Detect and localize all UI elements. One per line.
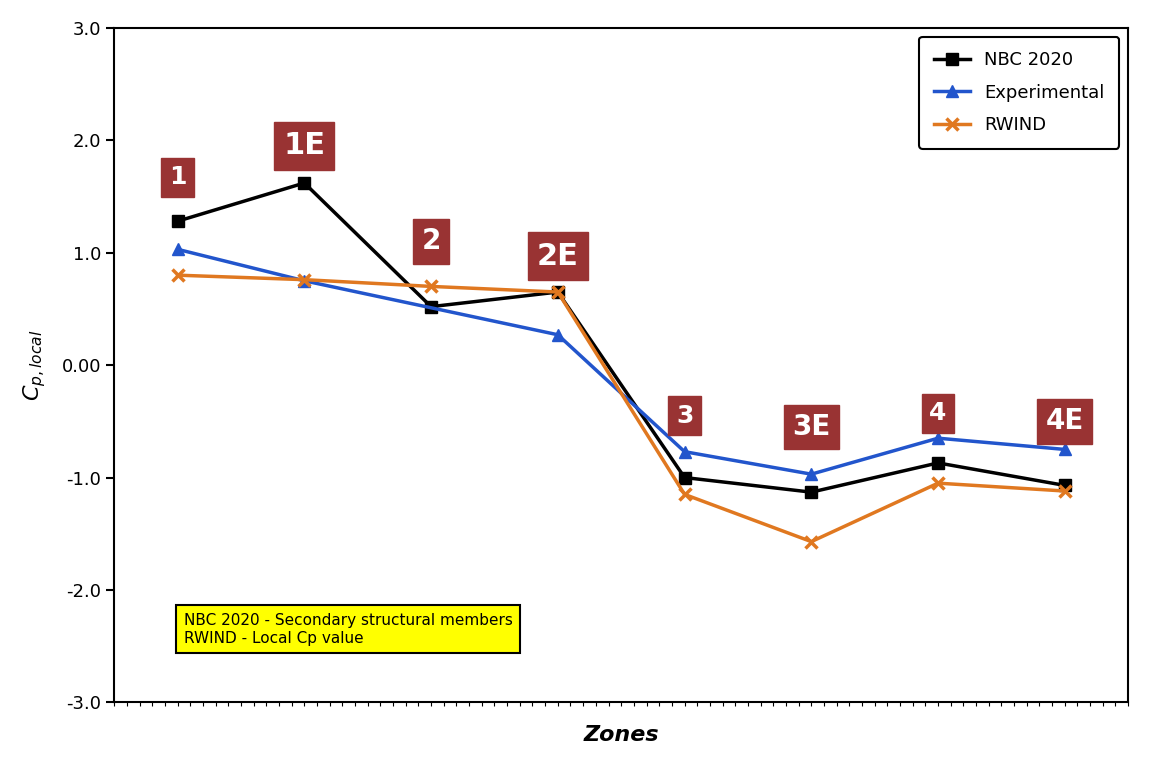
Experimental	[171, 244, 185, 254]
NBC 2020	[931, 458, 944, 467]
Line: Experimental: Experimental	[171, 243, 1071, 480]
RWIND	[424, 282, 438, 291]
Experimental	[298, 277, 311, 286]
Text: 4E: 4E	[1046, 408, 1084, 435]
NBC 2020	[298, 178, 311, 188]
NBC 2020	[678, 473, 692, 482]
NBC 2020	[1058, 481, 1072, 490]
Text: 2: 2	[422, 228, 441, 255]
Experimental	[678, 447, 692, 457]
Y-axis label: $C_{p,local}$: $C_{p,local}$	[21, 329, 47, 401]
RWIND	[550, 287, 564, 296]
X-axis label: Zones: Zones	[584, 725, 660, 745]
Experimental	[550, 330, 564, 339]
NBC 2020	[550, 287, 564, 296]
Experimental	[804, 470, 818, 479]
NBC 2020	[424, 302, 438, 311]
Text: 3: 3	[676, 404, 693, 427]
Text: 3E: 3E	[792, 413, 831, 441]
RWIND	[1058, 486, 1072, 496]
RWIND	[931, 479, 944, 488]
RWIND	[298, 275, 311, 284]
NBC 2020	[804, 487, 818, 496]
Line: NBC 2020: NBC 2020	[171, 177, 1071, 499]
Text: 1: 1	[169, 165, 186, 189]
Legend: NBC 2020, Experimental, RWIND: NBC 2020, Experimental, RWIND	[919, 37, 1119, 149]
NBC 2020	[171, 217, 185, 226]
Text: 2E: 2E	[537, 241, 579, 270]
Text: NBC 2020 - Secondary structural members
RWIND - Local Cp value: NBC 2020 - Secondary structural members …	[184, 613, 512, 646]
RWIND	[171, 270, 185, 280]
Text: 1E: 1E	[284, 132, 325, 160]
RWIND	[804, 537, 818, 546]
Experimental	[1058, 445, 1072, 454]
Experimental	[931, 434, 944, 443]
Line: RWIND: RWIND	[171, 269, 1071, 548]
RWIND	[678, 489, 692, 499]
Text: 4: 4	[930, 401, 947, 425]
